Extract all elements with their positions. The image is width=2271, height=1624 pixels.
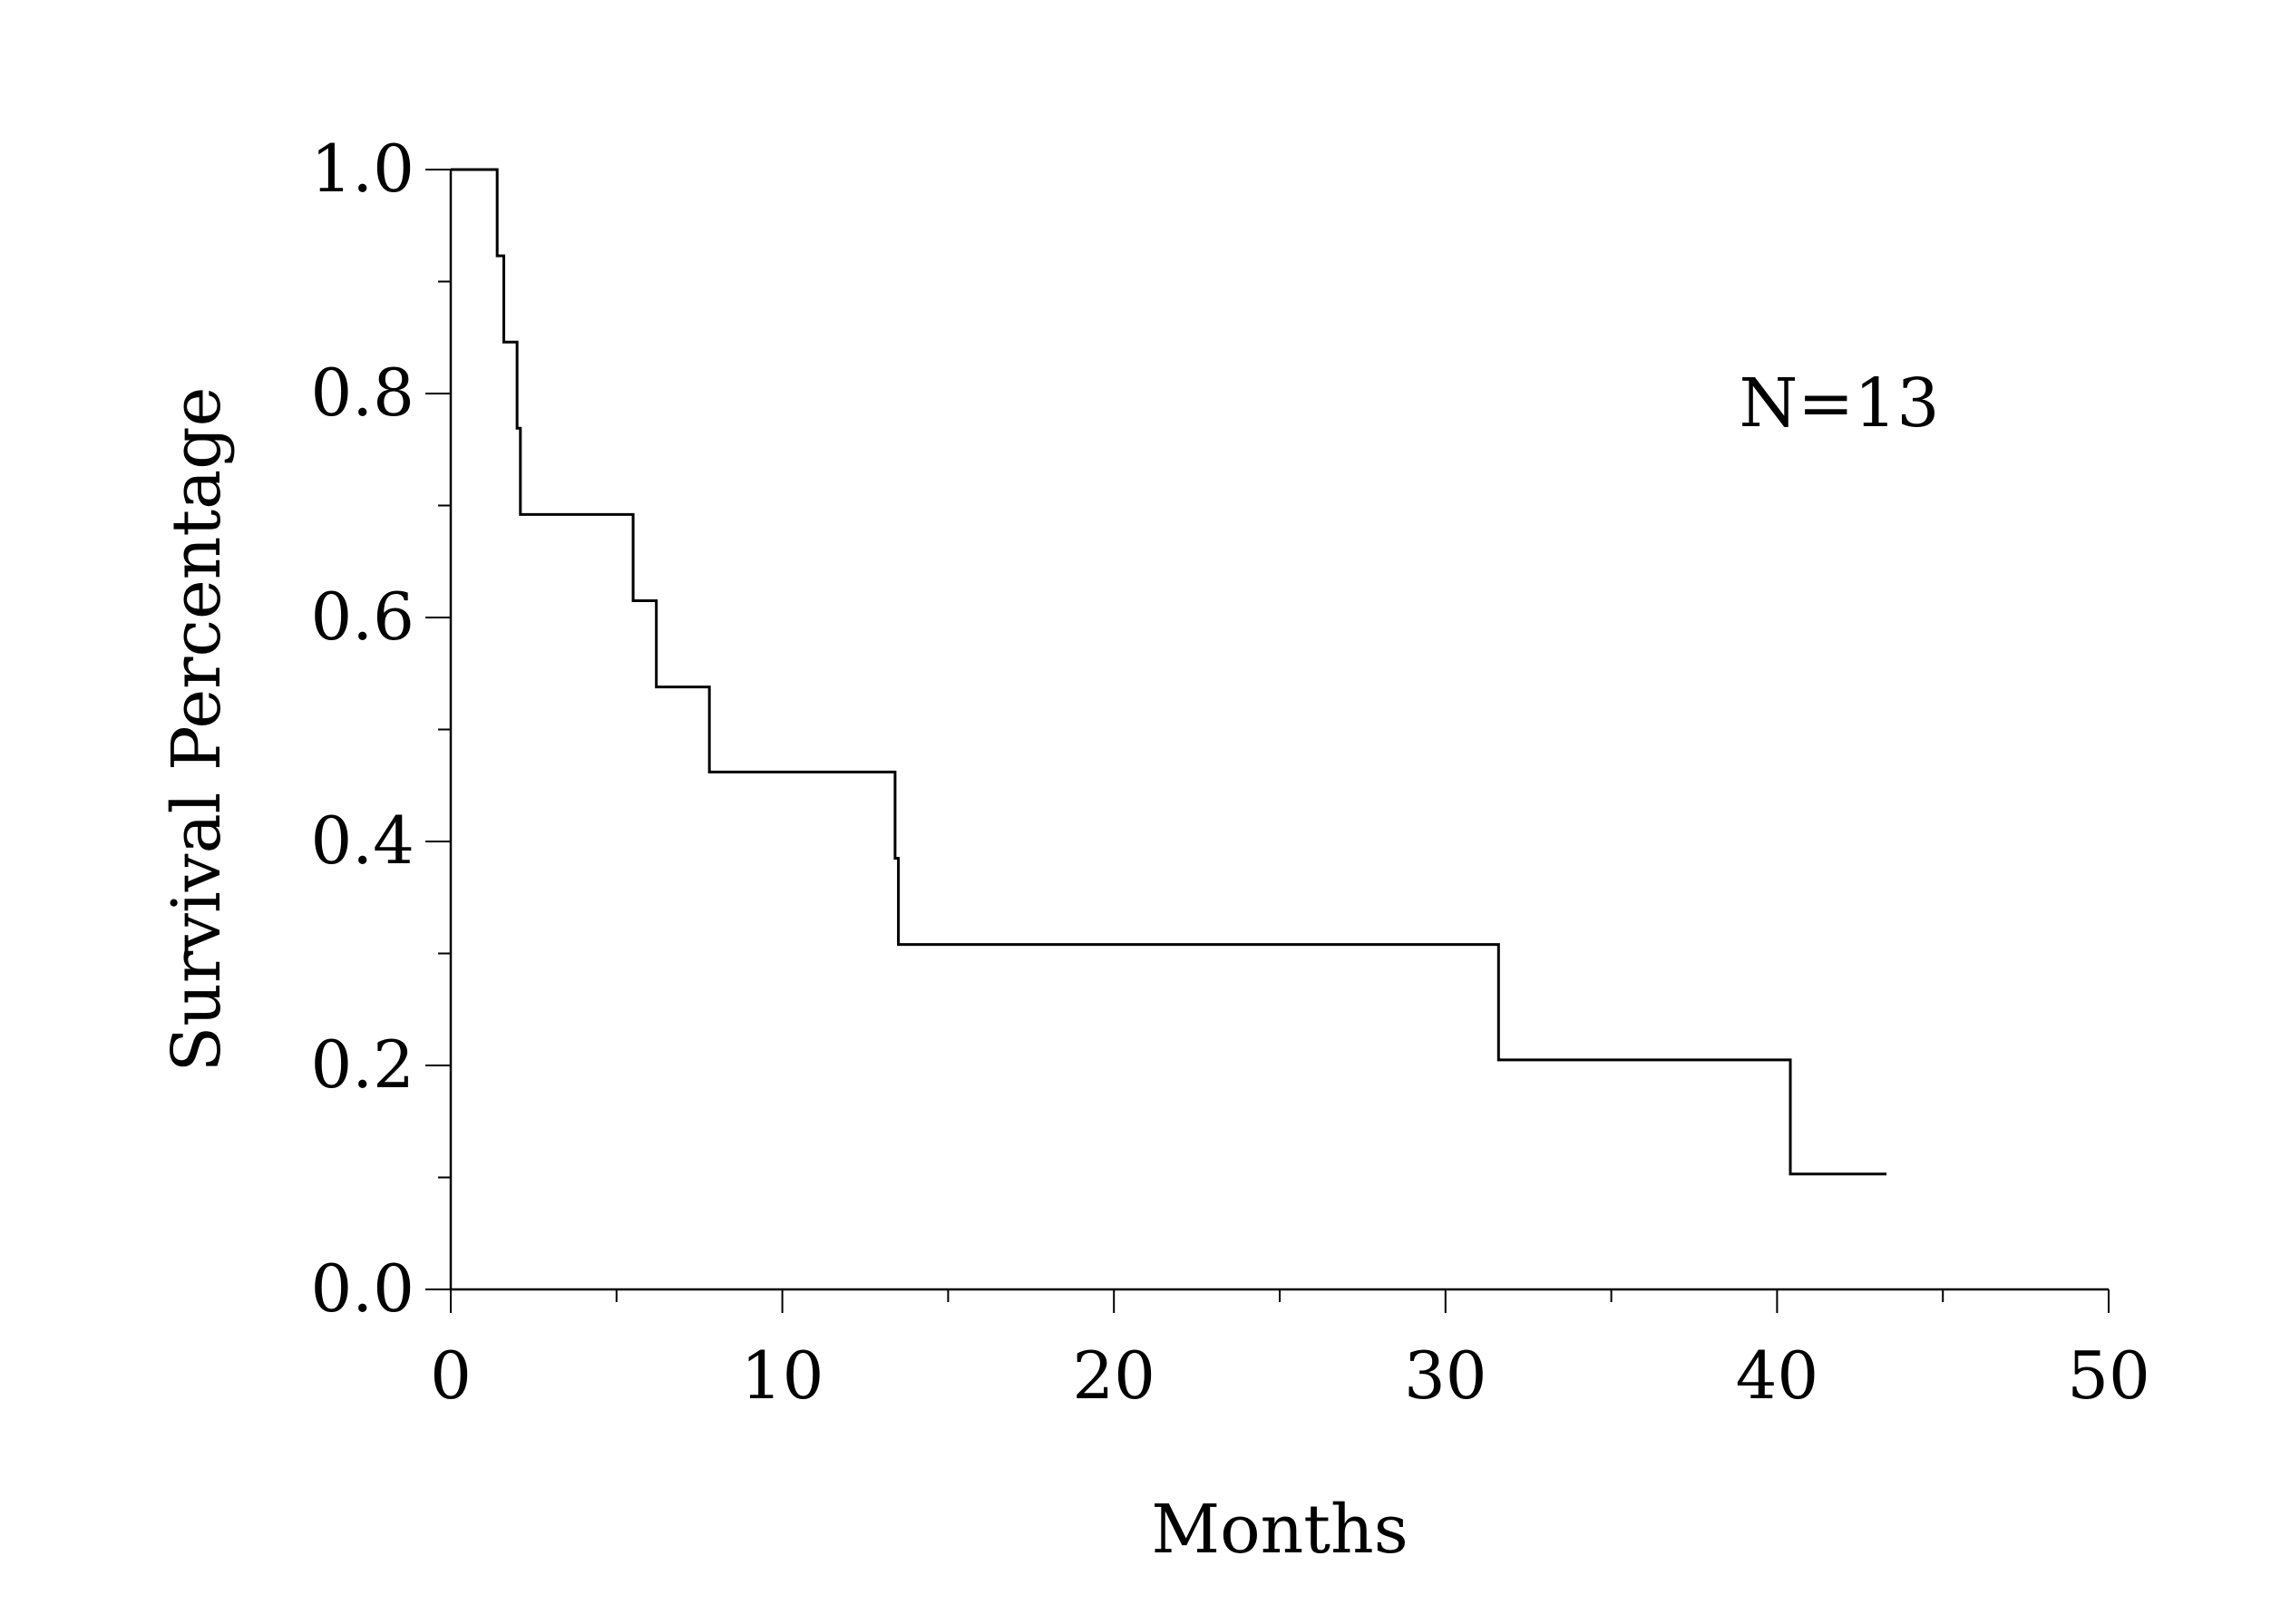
x-tick-label: 50: [2067, 1337, 2150, 1414]
y-tick-label: 0.2: [310, 1026, 414, 1103]
y-tick-label: 0.8: [310, 355, 414, 431]
y-axis-title: Survival Percentage: [158, 387, 236, 1073]
series: [451, 168, 1887, 1176]
x-tick-label: 20: [1072, 1337, 1155, 1414]
x-tick-label: 10: [741, 1337, 824, 1414]
survival-step-line: [451, 168, 1887, 1176]
x-tick-label: 30: [1404, 1337, 1487, 1414]
y-tick-label: 0.0: [310, 1250, 414, 1327]
x-tick-label: 40: [1736, 1337, 1819, 1414]
x-axis-title: Months: [1151, 1491, 1408, 1569]
y-tick-label: 1.0: [310, 131, 414, 207]
x-ticks: 0 10 20 30 40 50: [430, 1289, 2150, 1414]
sample-size-annotation: N=13: [1740, 365, 1940, 442]
axes: [449, 170, 2109, 1291]
x-tick-label: 0: [430, 1337, 472, 1414]
y-tick-label: 0.4: [310, 802, 414, 879]
y-tick-label: 0.6: [310, 579, 414, 655]
y-ticks: 0.0 0.2 0.4 0.6 0.8 1.0: [310, 131, 451, 1327]
